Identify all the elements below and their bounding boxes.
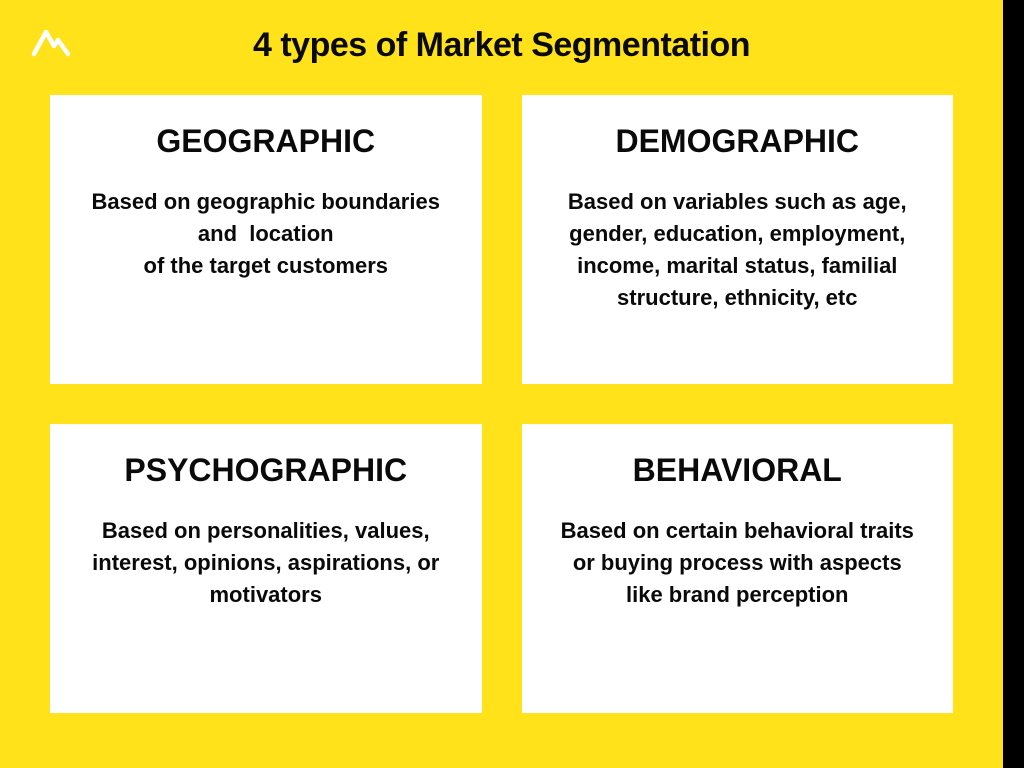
card-heading: DEMOGRAPHIC <box>552 123 924 160</box>
card-heading: PSYCHOGRAPHIC <box>80 452 452 489</box>
card-description: Based on variables such as age, gender, … <box>552 186 924 314</box>
mountain-logo-icon <box>28 18 72 62</box>
card-grid: GEOGRAPHIC Based on geographic boundarie… <box>0 65 1003 753</box>
card-behavioral: BEHAVIORAL Based on certain behavioral t… <box>522 424 954 713</box>
card-heading: GEOGRAPHIC <box>80 123 452 160</box>
page-title: 4 types of Market Segmentation <box>0 0 1003 65</box>
card-demographic: DEMOGRAPHIC Based on variables such as a… <box>522 95 954 384</box>
card-psychographic: PSYCHOGRAPHIC Based on personalities, va… <box>50 424 482 713</box>
card-description: Based on personalities, values, interest… <box>80 515 452 611</box>
card-heading: BEHAVIORAL <box>552 452 924 489</box>
card-geographic: GEOGRAPHIC Based on geographic boundarie… <box>50 95 482 384</box>
card-description: Based on certain behavioral traits or bu… <box>552 515 924 611</box>
card-description: Based on geographic boundariesand locati… <box>80 186 452 282</box>
infographic-canvas: 4 types of Market Segmentation GEOGRAPHI… <box>0 0 1003 768</box>
